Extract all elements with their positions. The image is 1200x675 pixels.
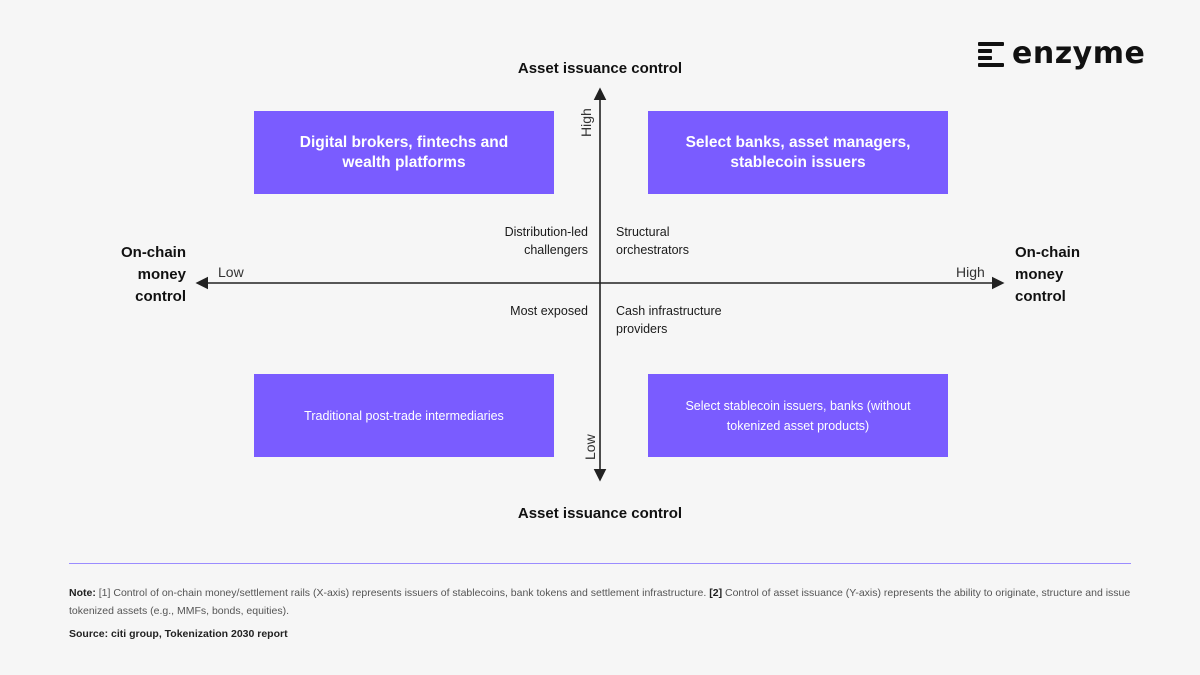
enzyme-logo: enzyme [978, 36, 1163, 71]
quadrant-label-bottom-left: Most exposed [510, 304, 588, 318]
note-1-text: Control of on-chain money/settlement rai… [113, 587, 707, 599]
quadrant-box-top-right: Select banks, asset managers, stablecoin… [648, 111, 948, 194]
x-axis-low-label: Low [218, 264, 244, 280]
note-1-marker: [1] [98, 587, 111, 599]
quadrant-box-bottom-left: Traditional post-trade intermediaries [254, 374, 554, 457]
y-axis-title-bottom: Asset issuance control [517, 505, 683, 522]
quadrant-box-bottom-right: Select stablecoin issuers, banks (withou… [648, 374, 948, 457]
y-axis-high-label: High [578, 108, 594, 137]
x-axis-title-right: On-chain money control [1015, 244, 1081, 305]
footnote: Note: [1] Control of on-chain money/sett… [69, 584, 1131, 620]
quadrant-label-bottom-right: Cash infrastructure providers [616, 304, 722, 336]
y-axis-title-top: Asset issuance control [517, 60, 683, 77]
enzyme-logo-icon [978, 42, 1004, 68]
note-2-text: Control of asset issuance (Y-axis) repre… [69, 587, 1131, 617]
footer-divider [69, 563, 1131, 564]
source-citation: Source: citi group, Tokenization 2030 re… [69, 628, 288, 640]
x-axis-high-label: High [956, 264, 985, 280]
y-axis-low-label: Low [582, 434, 598, 460]
quadrant-box-top-left: Digital brokers, fintechs and wealth pla… [254, 111, 554, 194]
brand-name: enzyme [1012, 36, 1146, 71]
quadrant-label-top-right: Structural orchestrators [616, 225, 689, 257]
x-axis-title-left: On-chain money control [120, 244, 186, 305]
note-label: Note: [69, 587, 96, 599]
quadrant-label-top-left: Distribution-led challengers [504, 225, 588, 257]
note-2-marker: [2] [709, 587, 723, 599]
